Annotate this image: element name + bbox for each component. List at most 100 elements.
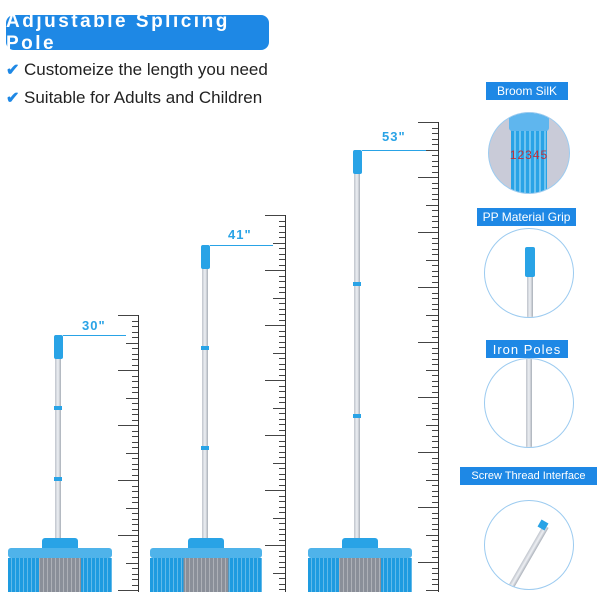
ruler-tick (432, 276, 438, 277)
ruler-tick (265, 325, 285, 326)
ruler (138, 315, 139, 592)
ruler-tick (126, 397, 138, 399)
ruler-tick (132, 320, 138, 322)
ruler-tick (279, 506, 285, 508)
ruler-tick (426, 369, 438, 371)
ruler-tick (279, 237, 285, 238)
broom-pole (202, 245, 208, 550)
ruler-tick (132, 524, 138, 525)
broom-pole (55, 335, 61, 550)
ruler-tick (273, 407, 285, 409)
ruler-tick (132, 502, 138, 503)
ruler-tick (432, 281, 438, 283)
broom-bristles (8, 558, 112, 592)
ruler-tick (432, 320, 438, 321)
ruler-tick (432, 578, 438, 580)
ruler-tick (432, 133, 438, 134)
ruler-tick (132, 392, 138, 393)
ruler-tick (432, 573, 438, 574)
ruler-tick (432, 144, 438, 145)
ruler-tick (132, 496, 138, 498)
ruler-tick (432, 248, 438, 250)
ruler-tick (279, 534, 285, 535)
pole-joint (201, 345, 209, 350)
ruler-tick (132, 551, 138, 553)
ruler-tick (432, 166, 438, 167)
ruler-tick (279, 479, 285, 480)
ruler-tick (279, 341, 285, 343)
ruler-tick (432, 292, 438, 294)
ruler-tick (432, 435, 438, 437)
ruler-tick (279, 385, 285, 387)
ruler-tick (432, 430, 438, 431)
ruler-tick (265, 270, 285, 271)
ruler-tick (273, 462, 285, 464)
ruler-tick (426, 424, 438, 426)
ruler-tick (132, 485, 138, 487)
ruler-tick (432, 556, 438, 558)
ruler-tick (432, 265, 438, 266)
ruler-tick (273, 572, 285, 574)
ruler-tick (279, 281, 285, 282)
ruler-tick (132, 513, 138, 514)
ruler-tick (432, 210, 438, 211)
ruler-tick (126, 507, 138, 509)
ruler-tick (279, 308, 285, 310)
ruler-tick (279, 248, 285, 249)
ruler-tick (432, 325, 438, 327)
screw-thread-closeup (484, 500, 574, 590)
ruler-tick (279, 512, 285, 513)
ruler-tick (118, 535, 138, 536)
ruler-tick (418, 177, 438, 178)
ruler-tick (265, 490, 285, 491)
ruler-tick (432, 529, 438, 530)
title-banner: Adjustable Splicing Pole (6, 11, 269, 54)
ruler-tick (279, 369, 285, 370)
pole-closeup (484, 358, 574, 448)
ruler-tick (432, 386, 438, 387)
ruler-tick (279, 226, 285, 227)
ruler-tick (132, 546, 138, 547)
broom-head-socket (342, 538, 378, 550)
ruler-tick (132, 469, 138, 470)
ruler-tick (432, 463, 438, 464)
ruler-tick (432, 127, 438, 129)
broom-bristles (150, 558, 262, 592)
ruler-tick (132, 408, 138, 410)
ruler-tick (126, 342, 138, 344)
ruler-tick (279, 292, 285, 293)
broom-silk-closeup: 12345 (488, 112, 570, 194)
ruler-tick (432, 298, 438, 299)
ruler-tick (432, 380, 438, 382)
ruler-tick (432, 221, 438, 222)
ruler-tick (432, 226, 438, 228)
ruler-tick (432, 540, 438, 541)
ruler-tick (432, 408, 438, 409)
feature-text: Customeize the length you need (24, 60, 268, 79)
ruler-tick (132, 573, 138, 575)
feature-text: Suitable for Adults and Children (24, 88, 263, 107)
ruler-tick (265, 435, 285, 436)
ruler-tick (132, 430, 138, 432)
ruler-tick (132, 436, 138, 437)
ruler-tick (426, 479, 438, 481)
ruler-tick (426, 149, 438, 151)
ruler-tick (418, 507, 438, 508)
ruler-tick (132, 458, 138, 459)
ruler-tick (279, 231, 285, 233)
ruler-tick (279, 473, 285, 475)
ruler-tick (132, 403, 138, 404)
ruler-tick (279, 314, 285, 315)
ruler-tick (432, 243, 438, 244)
ruler-tick (432, 496, 438, 497)
ruler-tick (432, 375, 438, 376)
ruler-tick (432, 336, 438, 338)
ruler-tick (432, 485, 438, 486)
ruler-tick (432, 358, 438, 360)
bristle-numbers: 12345 (509, 148, 549, 162)
ruler-tick (132, 331, 138, 333)
label-pp-grip: PP Material Grip (477, 208, 576, 226)
ruler-tick (279, 336, 285, 337)
ruler-tick (279, 418, 285, 420)
ruler-tick (132, 359, 138, 360)
